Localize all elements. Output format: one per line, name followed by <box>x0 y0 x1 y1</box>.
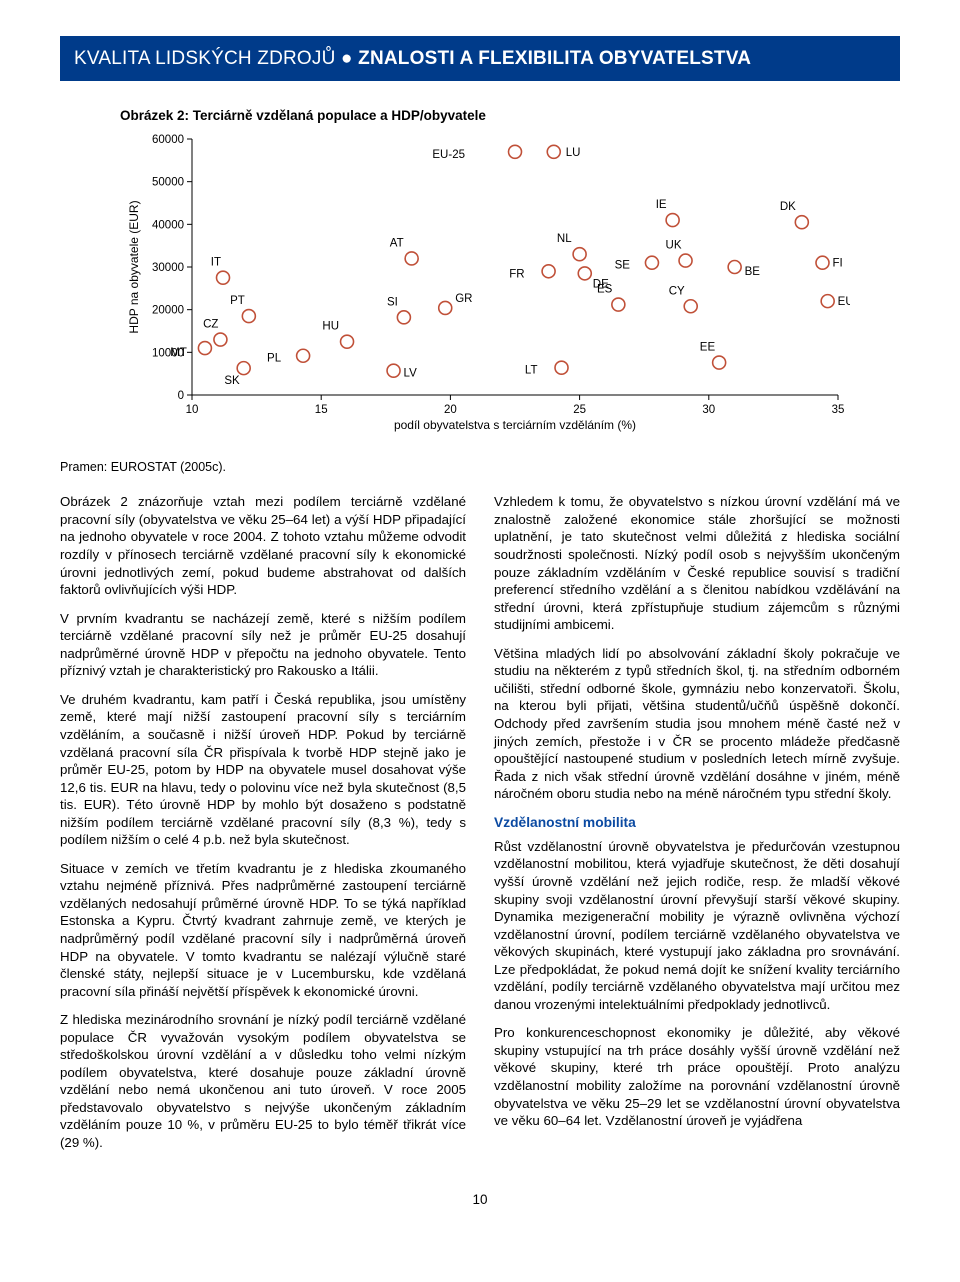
svg-text:MT: MT <box>170 347 187 359</box>
svg-text:SE: SE <box>615 260 631 272</box>
svg-text:50000: 50000 <box>152 177 184 189</box>
svg-text:40000: 40000 <box>152 219 184 231</box>
scatter-chart: 1015202530350100002000030000400005000060… <box>120 131 850 451</box>
svg-text:podíl obyvatelstva s terciární: podíl obyvatelstva s terciárním vzdělání… <box>394 418 636 432</box>
section-subhead: Vzdělanostní mobilita <box>494 814 900 832</box>
svg-text:GR: GR <box>455 293 472 305</box>
svg-text:35: 35 <box>832 404 845 416</box>
svg-text:LT: LT <box>525 365 538 377</box>
body-paragraph: Z hlediska mezinárodního srovnání je níz… <box>60 1011 466 1151</box>
svg-text:FI: FI <box>832 258 842 270</box>
svg-text:IT: IT <box>211 257 221 269</box>
body-paragraph: Obrázek 2 znázorňuje vztah mezi podílem … <box>60 493 466 598</box>
body-paragraph: Ve druhém kvadrantu, kam patří i Česká r… <box>60 691 466 849</box>
column-left: Obrázek 2 znázorňuje vztah mezi podílem … <box>60 493 466 1162</box>
svg-text:HU: HU <box>322 321 339 333</box>
svg-text:NL: NL <box>557 233 572 245</box>
svg-text:20: 20 <box>444 404 457 416</box>
svg-text:EU-25: EU-25 <box>432 149 465 161</box>
svg-text:EE: EE <box>700 341 716 353</box>
svg-text:0: 0 <box>178 390 184 402</box>
svg-text:SK: SK <box>224 375 240 387</box>
header-dot: ● <box>336 48 359 69</box>
svg-text:SI: SI <box>387 296 398 308</box>
body-paragraph: Pro konkurenceschopnost ekonomiky je důl… <box>494 1024 900 1129</box>
svg-text:EU-25: EU-25 <box>838 296 850 308</box>
svg-text:PT: PT <box>230 295 245 307</box>
svg-text:UK: UK <box>666 239 682 251</box>
header-main: ZNALOSTI A FLEXIBILITA OBYVATELSTVA <box>358 48 751 69</box>
svg-text:25: 25 <box>573 404 586 416</box>
svg-text:IE: IE <box>656 199 667 211</box>
svg-text:CY: CY <box>669 285 685 297</box>
svg-text:60000: 60000 <box>152 134 184 146</box>
svg-text:ES: ES <box>597 283 613 295</box>
svg-text:BE: BE <box>745 266 761 278</box>
svg-text:15: 15 <box>315 404 328 416</box>
figure-title: Obrázek 2: Terciárně vzdělaná populace a… <box>120 107 900 125</box>
body-columns: Obrázek 2 znázorňuje vztah mezi podílem … <box>60 493 900 1162</box>
svg-text:FR: FR <box>509 268 524 280</box>
body-paragraph: Situace v zemích ve třetím kvadrantu je … <box>60 860 466 1000</box>
header-pre: KVALITA LIDSKÝCH ZDROJŮ <box>74 48 336 69</box>
svg-text:AT: AT <box>390 237 404 249</box>
page-number: 10 <box>60 1191 900 1209</box>
figure-source: Pramen: EUROSTAT (2005c). <box>60 459 900 476</box>
body-paragraph: Růst vzdělanostní úrovně obyvatelstva je… <box>494 838 900 1013</box>
svg-text:30000: 30000 <box>152 262 184 274</box>
body-paragraph: Většina mladých lidí po absolvování zákl… <box>494 645 900 803</box>
svg-text:LV: LV <box>404 368 418 380</box>
column-right: Vzhledem k tomu, že obyvatelstvo s nízko… <box>494 493 900 1162</box>
svg-text:CZ: CZ <box>203 318 218 330</box>
svg-text:HDP na obyvatele (EUR): HDP na obyvatele (EUR) <box>127 200 141 333</box>
chart-svg: 1015202530350100002000030000400005000060… <box>120 131 850 451</box>
svg-text:PL: PL <box>267 353 282 365</box>
svg-text:20000: 20000 <box>152 305 184 317</box>
svg-text:30: 30 <box>702 404 715 416</box>
page-header: KVALITA LIDSKÝCH ZDROJŮ ● ZNALOSTI A FLE… <box>60 36 900 81</box>
body-paragraph: Vzhledem k tomu, že obyvatelstvo s nízko… <box>494 493 900 633</box>
svg-text:DK: DK <box>780 201 796 213</box>
body-paragraph: V prvním kvadrantu se nacházejí země, kt… <box>60 610 466 680</box>
svg-text:LU: LU <box>566 147 581 159</box>
svg-text:10: 10 <box>186 404 199 416</box>
